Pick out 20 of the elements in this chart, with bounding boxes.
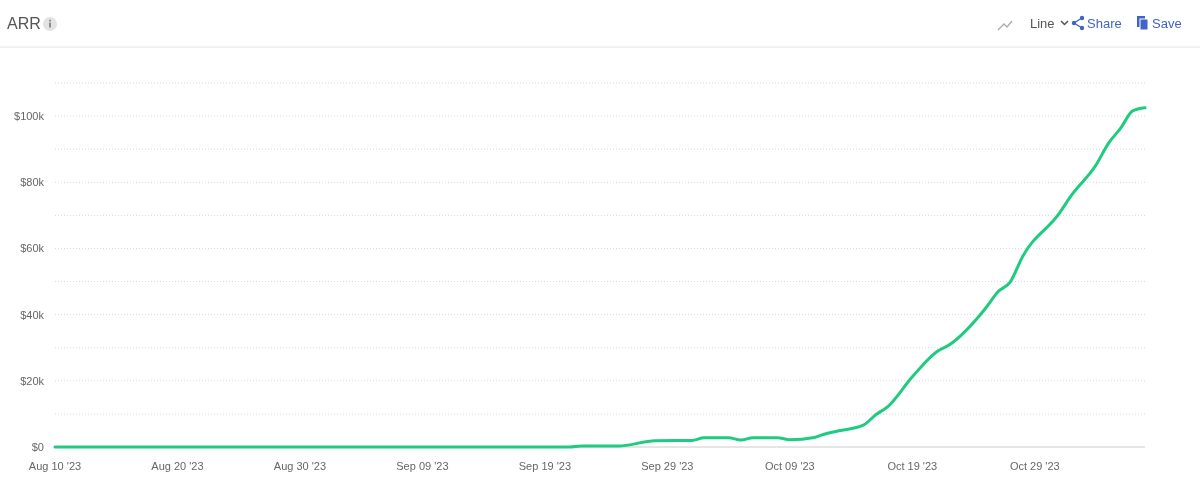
y-tick-label: $80k: [20, 176, 45, 189]
x-tick-label: Oct 29 '23: [1009, 460, 1060, 472]
text: Save: [1152, 16, 1182, 31]
x-tick-label: Oct 19 '23: [887, 460, 938, 472]
chart-title: ARR: [7, 15, 41, 32]
x-tick-label: Sep 19 '23: [518, 460, 572, 472]
y-tick-label: $40k: [20, 308, 45, 321]
y-tick-label: $60k: [20, 242, 45, 255]
x-tick-label: Sep 29 '23: [641, 460, 694, 472]
y-tick-label: $0: [31, 441, 44, 453]
x-tick-label: Aug 20 '23: [151, 460, 204, 472]
line-series: [53, 106, 1147, 449]
y-tick-label: $100k: [14, 110, 45, 123]
text: Share: [1087, 16, 1122, 31]
x-tick-label: Aug 30 '23: [273, 460, 327, 472]
text: Line: [1030, 16, 1055, 31]
x-tick-label: Aug 10 '23: [28, 460, 82, 472]
y-tick-label: $20k: [20, 374, 45, 387]
x-tick-label: Sep 09 '23: [396, 460, 449, 472]
x-tick-label: Oct 09 '23: [764, 460, 815, 472]
